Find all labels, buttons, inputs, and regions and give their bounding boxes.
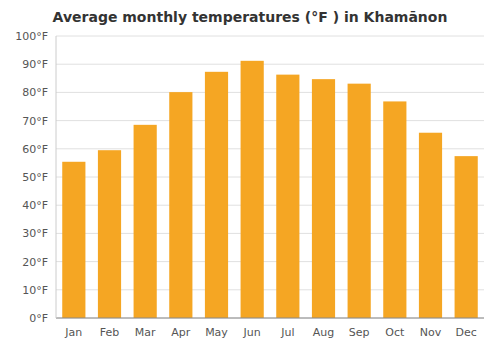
x-axis: Jan Feb Mar Apr May Jun Jul Aug Sep Oct Nov Dec [56,36,484,339]
bar [62,162,85,318]
chart: Average monthly temperatures (°F ) in Kh… [0,0,500,350]
x-tick-label: Nov [420,326,442,339]
bar [134,125,157,318]
chart-container: Average monthly temperatures (°F ) in Kh… [0,0,500,350]
y-tick-label: 90°F [22,58,48,71]
y-grid [56,36,484,318]
y-tick-label: 0°F [29,312,48,325]
y-tick-label: 40°F [22,199,48,212]
bar [455,156,478,318]
title: Average monthly temperatures (°F ) in Kh… [53,9,448,25]
x-axis-line [56,318,484,319]
x-tick-label: Jan [64,326,82,339]
x-tick-label: Oct [385,326,405,339]
x-tick-label: Feb [100,326,119,339]
y-axis: 0°F 10°F 20°F 30°F 40°F 50°F 60°F 70°F 80°F 90°F 1… [15,30,48,325]
bar [383,101,406,318]
bar [205,72,228,318]
bar [312,79,335,318]
x-tick-label: May [205,326,228,339]
bar [98,150,121,318]
grid-line [56,318,484,319]
bar [276,75,299,318]
grid-line [56,120,484,121]
bar [419,133,442,318]
x-tick-label: Aug [313,326,334,339]
bar [348,84,371,318]
x-tick-label: Sep [349,326,370,339]
y-tick-label: 20°F [22,256,48,269]
x-tick-label: Mar [135,326,156,339]
page: {"chart_data": {"type": "bar", "title": … [0,0,500,350]
y-tick-label: 80°F [22,86,48,99]
grid-line [56,64,484,65]
x-tick-label: Jul [280,326,294,339]
x-tick-label: Jun [243,326,261,339]
grid-line [56,92,484,93]
bar [169,92,192,318]
y-tick-label: 100°F [15,30,48,43]
y-tick-label: 70°F [22,115,48,128]
y-tick-label: 10°F [22,284,48,297]
grid-line [56,36,484,37]
bar [241,61,264,318]
x-tick-label: Apr [171,326,191,339]
y-tick-label: 60°F [22,143,48,156]
y-tick-label: 50°F [22,171,48,184]
y-tick-label: 30°F [22,227,48,240]
x-tick-label: Dec [456,326,477,339]
bars [62,61,478,318]
y-axis-line [56,36,57,318]
